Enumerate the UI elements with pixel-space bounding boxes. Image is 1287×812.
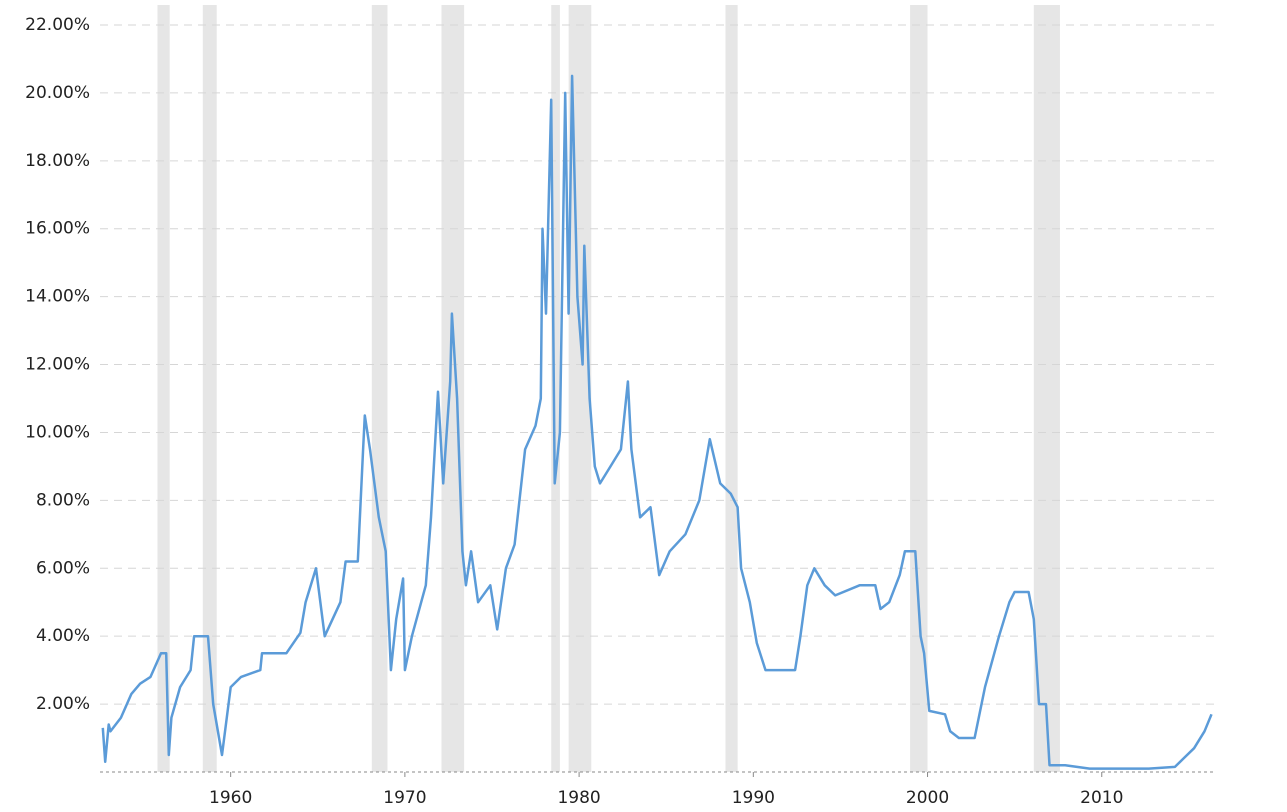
y-tick-label: 8.00% [36,490,90,510]
recession-band [551,5,560,772]
x-tick-label: 2000 [906,788,949,808]
recession-band [441,5,465,772]
y-tick-label: 10.00% [25,422,90,442]
y-tick-label: 4.00% [36,626,90,646]
recession-band [1033,5,1060,772]
plot [101,74,1213,770]
x-tick-label: 1960 [209,788,252,808]
recession-band [725,5,738,772]
y-tick-label: 14.00% [25,287,90,307]
grid: 2.00% 4.00% 6.00% 8.00% 10.00% 12.00% 14.00% 16… [25,15,1215,808]
recession-band [202,5,217,772]
recession-band [371,5,388,772]
y-tick-label: 20.00% [25,83,90,103]
y-tick-label: 22.00% [25,15,90,35]
x-tick-label: 1970 [383,788,426,808]
recession-band [910,5,928,772]
x-tick-label: 1980 [557,788,600,808]
y-tick-label: 18.00% [25,151,90,171]
y-tick-label: 2.00% [36,694,90,714]
recession-band [157,5,170,772]
recession-bands [157,5,1060,772]
x-tick-label: 2010 [1080,788,1123,808]
x-tick-label: 1990 [732,788,775,808]
rate-line [101,74,1213,770]
y-tick-label: 6.00% [36,558,90,578]
y-tick-label: 12.00% [25,355,90,375]
y-tick-label: 16.00% [25,219,90,239]
